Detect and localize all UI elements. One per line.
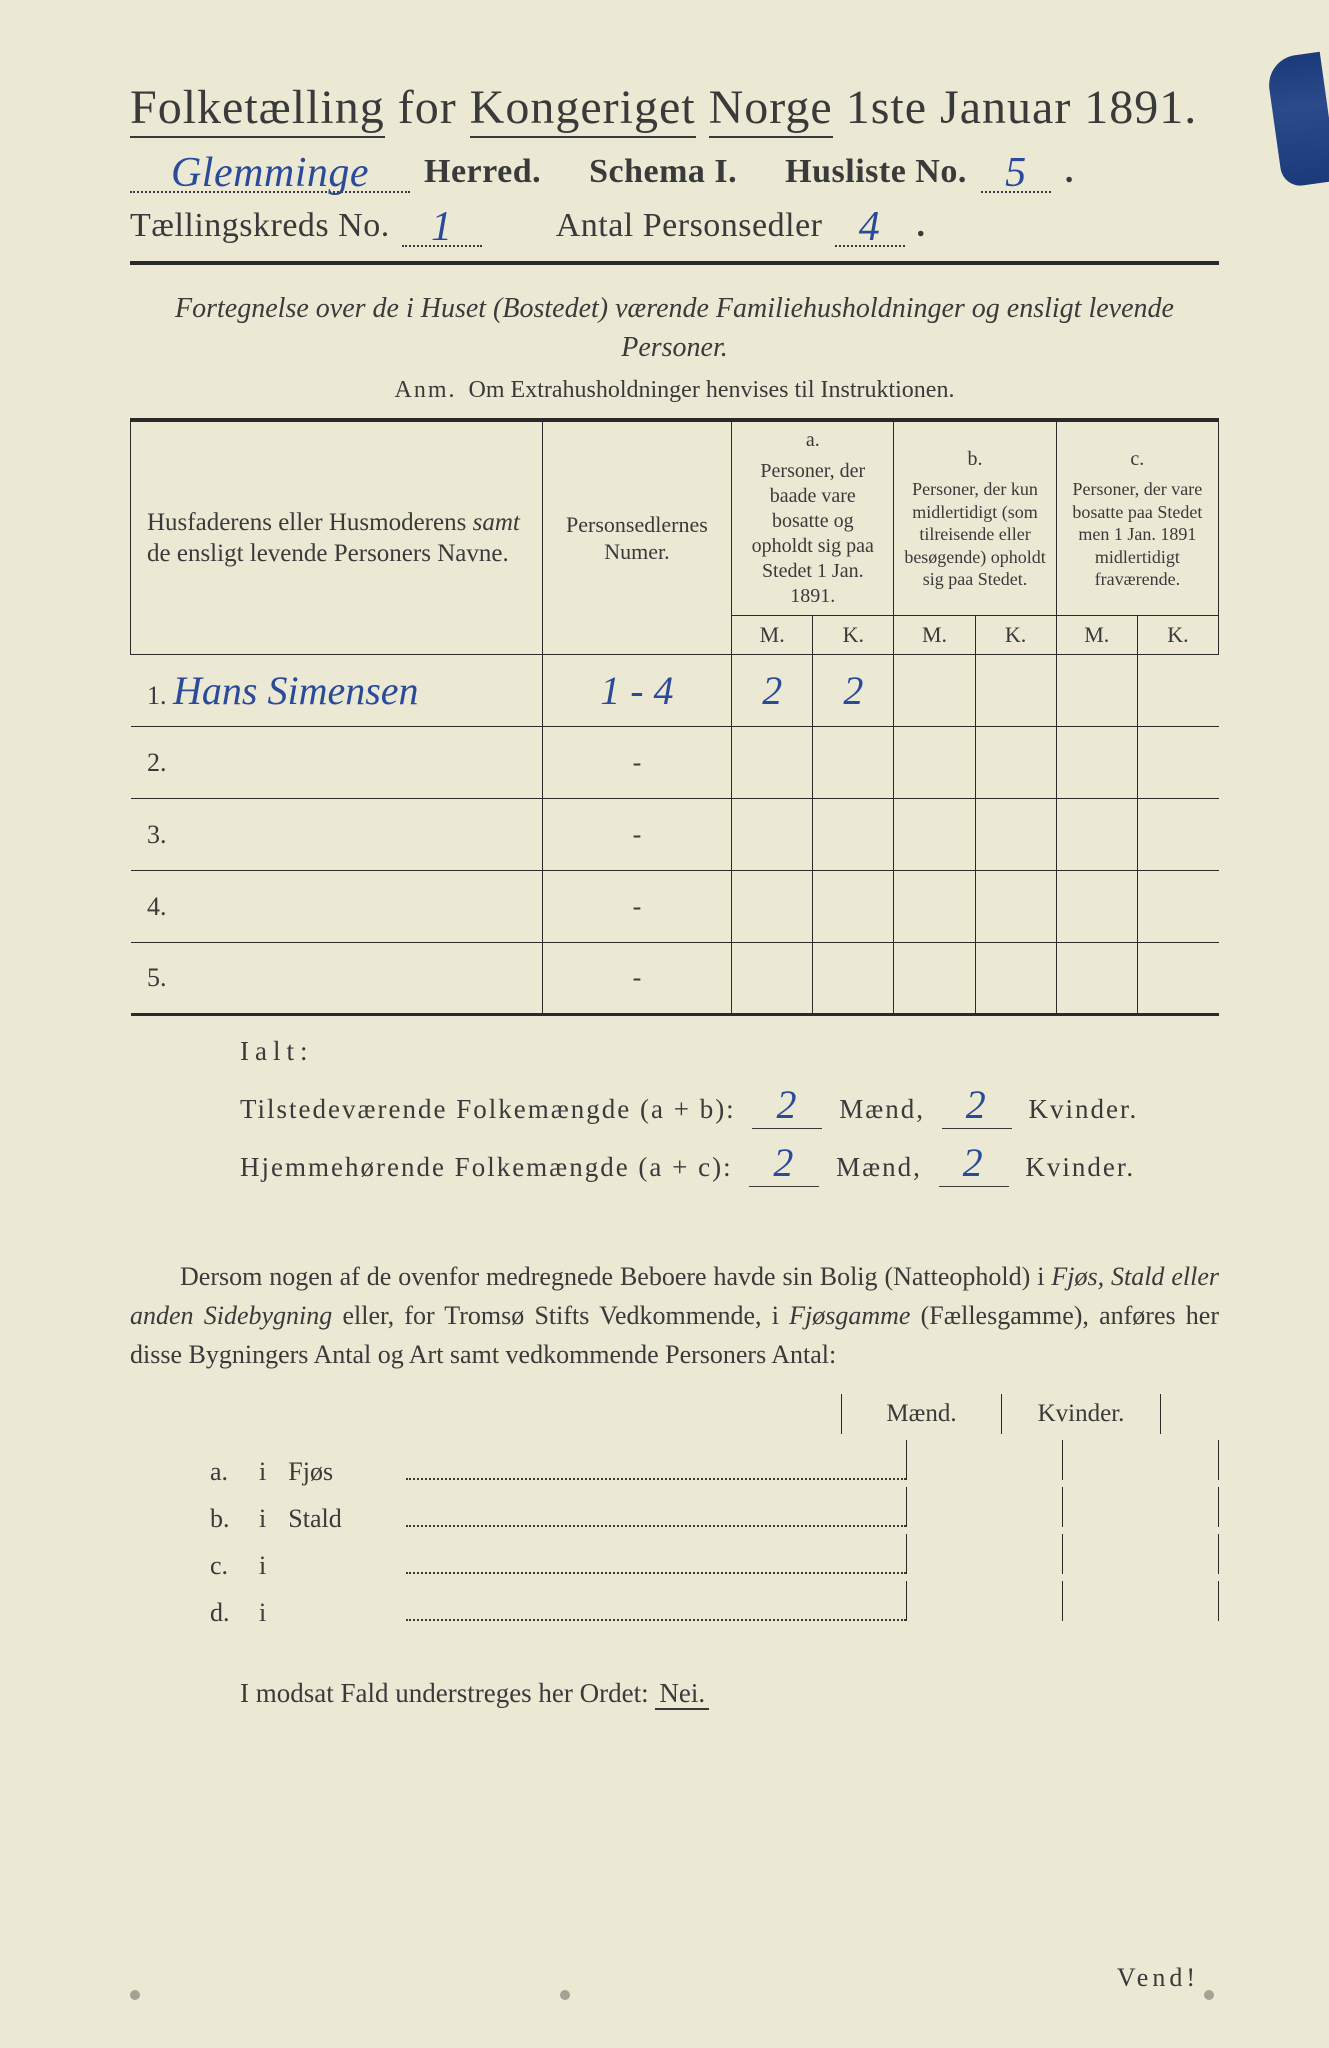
col-header-b: b. Personer, der kun midlertidigt (som t…: [894, 420, 1056, 616]
col-header-names: Husfaderens eller Husmoderens samt de en…: [131, 420, 543, 655]
col-c-m: M.: [1056, 616, 1137, 655]
nei-underlined: Nei.: [655, 1678, 709, 1710]
punch-hole: [130, 1990, 140, 2000]
herred-label: Herred.: [424, 153, 541, 191]
building-paragraph: Dersom nogen af de ovenfor medregnede Be…: [130, 1257, 1219, 1374]
col-b-k: K.: [975, 616, 1056, 655]
building-row: a.iFjøs: [210, 1452, 1219, 1487]
col-a-k: K.: [813, 616, 894, 655]
form-subtitle: Fortegnelse over de i Huset (Bostedet) v…: [130, 289, 1219, 367]
col-header-c: c. Personer, der vare bosatte paa Stedet…: [1056, 420, 1218, 616]
archive-edge-mark: [1265, 52, 1329, 188]
tilstede-m: 2: [776, 1082, 798, 1127]
anm-label: Anm.: [395, 377, 457, 403]
col-a-m: M.: [732, 616, 813, 655]
anm-text: Om Extrahusholdninger henvises til Instr…: [469, 377, 955, 403]
husliste-no: 5: [1005, 150, 1027, 196]
building-rows: a.iFjøs b.iStald c.i d.i: [210, 1452, 1219, 1628]
ialt-label: Ialt:: [240, 1036, 1219, 1067]
totals-row-tilstede: Tilstedeværende Folkemængde (a + b): 2 M…: [240, 1081, 1219, 1129]
table-row: 4. -: [131, 871, 1219, 943]
last-line: I modsat Fald understreges her Ordet: Ne…: [240, 1678, 1219, 1709]
divider-rule: [130, 261, 1219, 265]
table-row: 2. -: [131, 727, 1219, 799]
col-header-sedler: Personsedlernes Numer.: [542, 420, 731, 655]
husliste-label: Husliste No.: [785, 153, 967, 191]
totals-block: Ialt: Tilstedeværende Folkemængde (a + b…: [240, 1036, 1219, 1187]
form-title: Folketælling for Kongeriget Norge 1ste J…: [130, 80, 1219, 135]
household-table: Husfaderens eller Husmoderens samt de en…: [130, 418, 1219, 1016]
table-row: 5. -: [131, 943, 1219, 1015]
taellingskreds-label: Tællingskreds No.: [130, 207, 390, 245]
taellingskreds-no: 1: [431, 204, 453, 250]
anm-note: Anm. Om Extrahusholdninger henvises til …: [130, 377, 1219, 404]
tilstede-k: 2: [966, 1082, 988, 1127]
table-row: 1. Hans Simensen1 - 422: [131, 655, 1219, 727]
antal-value: 4: [859, 204, 881, 250]
col-b-m: M.: [894, 616, 975, 655]
header-line-herred: Glemminge Herred. Schema I. Husliste No.…: [130, 153, 1219, 193]
maend-header: Mænd.: [841, 1394, 1001, 1434]
table-row: 3. -: [131, 799, 1219, 871]
totals-row-hjemme: Hjemmehørende Folkemængde (a + c): 2 Mæn…: [240, 1139, 1219, 1187]
building-row: b.iStald: [210, 1499, 1219, 1534]
vend-label: Vend!: [1117, 1963, 1199, 1993]
punch-hole: [1204, 1990, 1214, 2000]
schema-label: Schema I.: [589, 153, 737, 191]
row-name-handwritten: Hans Simensen: [173, 668, 419, 713]
herred-name-handwritten: Glemminge: [171, 150, 369, 196]
census-form-page: Folketælling for Kongeriget Norge 1ste J…: [0, 0, 1329, 2048]
punch-hole: [560, 1990, 570, 2000]
kvinder-header: Kvinder.: [1001, 1394, 1161, 1434]
col-c-k: K.: [1137, 616, 1218, 655]
hjemme-k: 2: [963, 1140, 985, 1185]
header-line-kreds: Tællingskreds No. 1 Antal Personsedler 4…: [130, 207, 1219, 247]
mk-column-header: Mænd. Kvinder.: [130, 1394, 1219, 1434]
hjemme-m: 2: [773, 1140, 795, 1185]
building-row: c.i: [210, 1546, 1219, 1581]
antal-label: Antal Personsedler: [556, 207, 823, 245]
building-row: d.i: [210, 1593, 1219, 1628]
col-header-a: a. Personer, der baade vare bosatte og o…: [732, 420, 894, 616]
